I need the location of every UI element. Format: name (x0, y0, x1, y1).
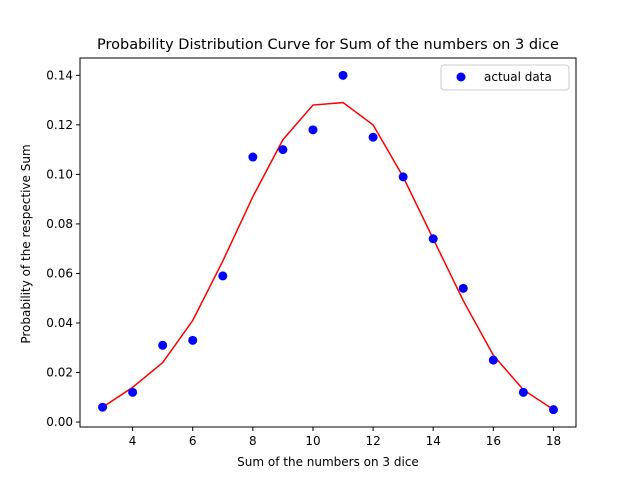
y-tick-label: 0.06 (46, 266, 73, 280)
y-tick-label: 0.04 (46, 316, 73, 330)
data-point (158, 340, 168, 350)
fitted-curve-line (102, 101, 554, 411)
data-point (278, 145, 288, 155)
data-point (308, 125, 318, 135)
plot-frame (79, 57, 577, 428)
data-point (488, 355, 498, 365)
x-tick-label: 14 (426, 434, 441, 448)
legend-box (440, 64, 570, 91)
plot-area (79, 57, 577, 428)
y-tick-label: 0.00 (46, 415, 73, 429)
y-tick-label: 0.02 (46, 366, 73, 380)
x-tick-label: 18 (546, 434, 561, 448)
data-point (398, 172, 408, 182)
y-tick-label: 0.10 (46, 167, 73, 181)
x-tick-label: 8 (249, 434, 257, 448)
chart-title: Probability Distribution Curve for Sum o… (97, 37, 559, 53)
data-point (248, 152, 258, 162)
y-tick-label: 0.14 (46, 68, 73, 82)
data-point (368, 132, 378, 142)
y-axis-label: Probability of the respective Sum (19, 144, 33, 343)
x-tick-label: 10 (305, 434, 320, 448)
data-point (518, 387, 528, 397)
data-point (428, 234, 438, 244)
legend-marker (456, 72, 466, 82)
data-point (338, 70, 348, 80)
data-point (128, 387, 138, 397)
legend: actual data (440, 64, 570, 91)
y-tick-label: 0.08 (46, 217, 73, 231)
y-tick-label: 0.12 (46, 118, 73, 132)
data-point (218, 271, 228, 281)
legend-label: actual data (484, 70, 552, 84)
data-point (548, 405, 558, 415)
x-tick-label: 4 (129, 434, 137, 448)
x-tick-label: 6 (189, 434, 197, 448)
data-point (188, 335, 198, 345)
x-axis-label: Sum of the numbers on 3 dice (237, 455, 419, 469)
x-tick-label: 12 (365, 434, 380, 448)
y-axis: 0.00 0.02 0.04 0.06 0.08 0.10 0.12 0.14 (46, 68, 80, 429)
data-point (98, 402, 108, 412)
x-tick-label: 16 (486, 434, 501, 448)
x-axis: 4 6 8 10 12 14 16 18 (129, 427, 561, 448)
data-point (458, 283, 468, 293)
